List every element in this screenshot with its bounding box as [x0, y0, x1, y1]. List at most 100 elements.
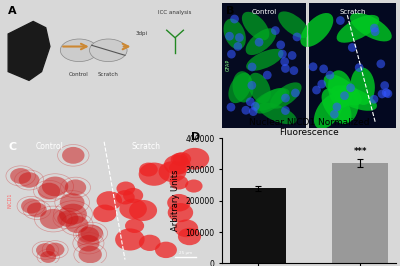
- Ellipse shape: [319, 64, 328, 73]
- Text: Control: Control: [251, 9, 276, 15]
- Ellipse shape: [242, 106, 250, 115]
- Ellipse shape: [280, 57, 289, 66]
- Ellipse shape: [278, 50, 287, 59]
- Ellipse shape: [350, 13, 392, 41]
- Ellipse shape: [291, 89, 300, 97]
- Ellipse shape: [42, 177, 68, 196]
- Ellipse shape: [40, 209, 67, 229]
- Ellipse shape: [155, 242, 177, 258]
- Ellipse shape: [317, 80, 326, 89]
- Circle shape: [90, 39, 127, 61]
- Ellipse shape: [19, 172, 40, 188]
- Ellipse shape: [259, 103, 297, 124]
- Ellipse shape: [355, 63, 364, 72]
- Ellipse shape: [93, 205, 116, 222]
- Ellipse shape: [346, 84, 355, 92]
- Ellipse shape: [171, 153, 188, 166]
- Ellipse shape: [370, 24, 379, 32]
- Text: D: D: [191, 132, 200, 142]
- Ellipse shape: [326, 71, 334, 80]
- Ellipse shape: [270, 82, 302, 109]
- Ellipse shape: [123, 188, 143, 203]
- Ellipse shape: [180, 148, 209, 170]
- Ellipse shape: [248, 63, 256, 71]
- Ellipse shape: [336, 16, 345, 25]
- Ellipse shape: [77, 235, 100, 252]
- Ellipse shape: [96, 191, 122, 210]
- Ellipse shape: [254, 88, 287, 114]
- Ellipse shape: [340, 91, 349, 100]
- Text: 3dpi: 3dpi: [136, 31, 148, 36]
- Ellipse shape: [65, 180, 86, 196]
- Ellipse shape: [235, 33, 244, 42]
- Ellipse shape: [38, 183, 60, 200]
- Bar: [222, 3, 306, 128]
- Ellipse shape: [348, 43, 356, 52]
- Ellipse shape: [376, 60, 385, 68]
- Text: GFAP: GFAP: [226, 59, 231, 72]
- Ellipse shape: [276, 40, 285, 49]
- Ellipse shape: [324, 74, 362, 106]
- Ellipse shape: [382, 88, 390, 97]
- Ellipse shape: [322, 89, 352, 124]
- Ellipse shape: [278, 11, 309, 38]
- Ellipse shape: [139, 163, 170, 186]
- Ellipse shape: [290, 66, 298, 75]
- Text: ***: ***: [353, 147, 367, 156]
- Text: Control: Control: [36, 142, 64, 151]
- Bar: [309, 3, 396, 128]
- Ellipse shape: [168, 203, 193, 222]
- Ellipse shape: [62, 147, 84, 164]
- Ellipse shape: [139, 235, 160, 251]
- Ellipse shape: [332, 85, 377, 111]
- Ellipse shape: [10, 168, 31, 184]
- Ellipse shape: [309, 62, 318, 71]
- Ellipse shape: [119, 199, 147, 219]
- Ellipse shape: [227, 50, 236, 59]
- Ellipse shape: [158, 161, 186, 182]
- Ellipse shape: [139, 163, 158, 177]
- Text: B: B: [226, 6, 234, 16]
- Ellipse shape: [281, 64, 290, 73]
- Ellipse shape: [271, 26, 280, 35]
- Ellipse shape: [125, 219, 144, 233]
- Ellipse shape: [57, 211, 78, 227]
- Ellipse shape: [169, 161, 186, 174]
- Ellipse shape: [27, 202, 47, 217]
- Title: Nuclear NICD1 Normalized
Fluorescence: Nuclear NICD1 Normalized Fluorescence: [249, 118, 369, 137]
- Y-axis label: Arbitrary Units: Arbitrary Units: [171, 170, 180, 231]
- Text: Control: Control: [69, 72, 89, 77]
- Ellipse shape: [281, 106, 290, 115]
- Ellipse shape: [248, 81, 256, 90]
- Ellipse shape: [246, 97, 255, 106]
- Ellipse shape: [253, 88, 289, 111]
- Text: ICC analysis: ICC analysis: [158, 10, 192, 15]
- Bar: [230, 188, 286, 263]
- Ellipse shape: [178, 228, 201, 245]
- Ellipse shape: [164, 155, 190, 175]
- Circle shape: [60, 39, 98, 61]
- Ellipse shape: [46, 243, 64, 256]
- Ellipse shape: [227, 103, 235, 111]
- Ellipse shape: [370, 95, 378, 104]
- Ellipse shape: [255, 38, 264, 47]
- Ellipse shape: [293, 32, 301, 41]
- Text: Scratch: Scratch: [98, 72, 119, 77]
- Ellipse shape: [248, 73, 271, 103]
- Ellipse shape: [380, 81, 389, 90]
- Ellipse shape: [328, 70, 353, 108]
- Ellipse shape: [312, 86, 321, 94]
- Text: NICD1: NICD1: [7, 193, 12, 209]
- Ellipse shape: [59, 204, 87, 225]
- Ellipse shape: [330, 110, 339, 119]
- Ellipse shape: [242, 12, 269, 40]
- Ellipse shape: [314, 93, 343, 129]
- Polygon shape: [8, 22, 50, 80]
- Ellipse shape: [337, 15, 379, 43]
- Ellipse shape: [230, 15, 239, 23]
- Ellipse shape: [371, 27, 380, 36]
- Ellipse shape: [249, 107, 258, 116]
- Ellipse shape: [334, 85, 359, 123]
- Ellipse shape: [173, 152, 191, 166]
- Ellipse shape: [288, 51, 296, 60]
